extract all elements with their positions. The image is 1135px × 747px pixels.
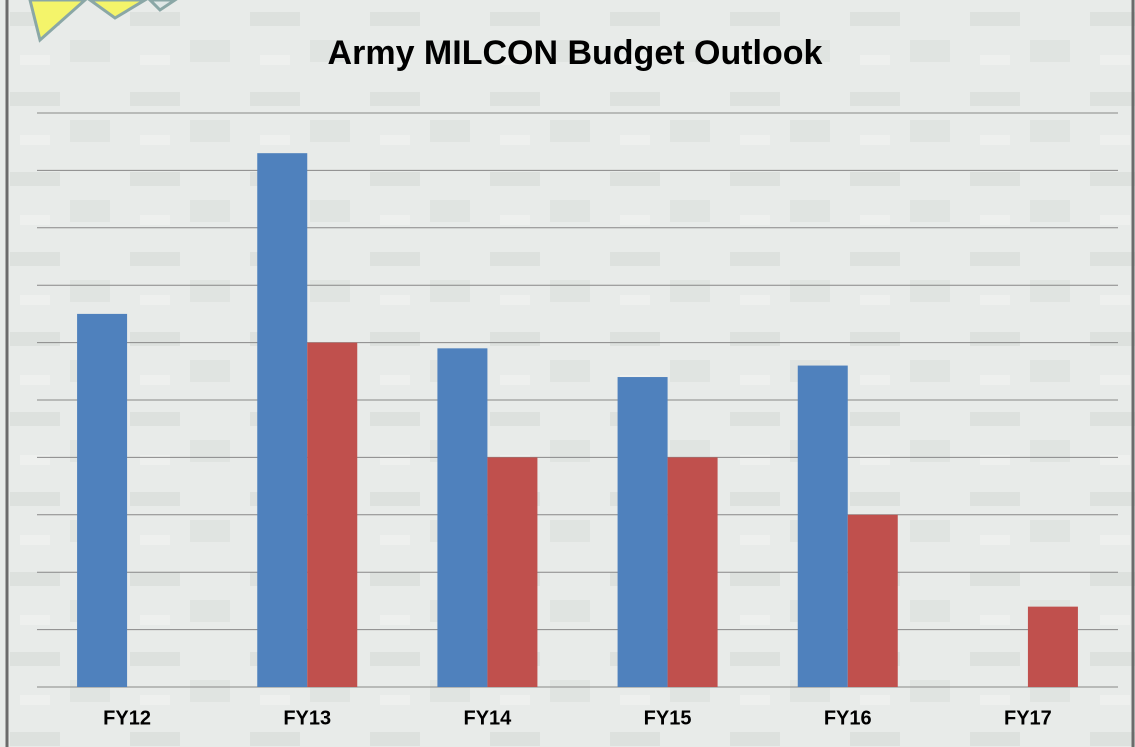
bar [848, 515, 898, 687]
chart-title: Army MILCON Budget Outlook [328, 34, 823, 72]
bar [618, 377, 668, 687]
bar [798, 366, 848, 687]
x-tick-label: FY14 [464, 707, 513, 729]
background [0, 0, 1135, 747]
x-tick-label: FY15 [644, 707, 692, 729]
x-tick-label: FY17 [1004, 707, 1052, 729]
bar [668, 457, 718, 687]
chart: Army MILCON Budget Outlook FY12 FY13 FY14 F… [0, 0, 1135, 747]
bar [257, 153, 307, 687]
bar [307, 343, 357, 687]
x-tick-label: FY12 [103, 707, 151, 729]
bar [487, 457, 537, 687]
x-tick-label: FY13 [283, 707, 331, 729]
bar [437, 348, 487, 687]
bar [1028, 607, 1078, 687]
x-tick-label: FY16 [824, 707, 872, 729]
bar [77, 314, 127, 687]
